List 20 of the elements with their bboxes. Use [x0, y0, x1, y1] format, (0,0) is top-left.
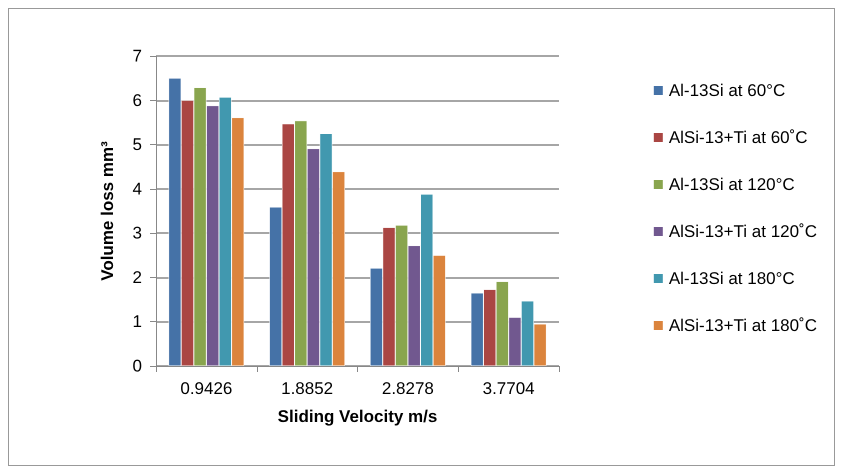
x-tick-label: 0.9426	[180, 379, 232, 398]
y-tick-label: 5	[132, 135, 142, 154]
x-tick-label: 2.8278	[382, 379, 434, 398]
y-tick-label: 6	[132, 90, 142, 110]
legend-label: AlSi-13+Ti at 180˚C	[668, 316, 817, 335]
legend-label: AlSi-13+Ti at 120˚C	[668, 222, 817, 241]
y-tick-label: 3	[132, 224, 142, 243]
y-axis-title: Volume loss mm³	[98, 140, 117, 281]
y-tick-label: 0	[132, 356, 142, 376]
legend-label: AlSi-13+Ti at 60˚C	[668, 128, 808, 147]
y-tick-label: 1	[132, 312, 142, 332]
y-tick-label: 2	[132, 268, 142, 287]
x-tick-label: 1.8852	[281, 379, 334, 398]
y-tick-label: 7	[132, 46, 142, 66]
legend-label: Al-13Si at 180°C	[668, 269, 795, 288]
x-tick-label: 3.7704	[482, 379, 535, 398]
legend-label: Al-13Si at 120°C	[668, 175, 795, 194]
y-tick-label: 4	[132, 179, 142, 198]
x-axis-title: Sliding Velocity m/s	[278, 407, 438, 426]
legend-label: Al-13Si at 60°C	[668, 81, 786, 100]
